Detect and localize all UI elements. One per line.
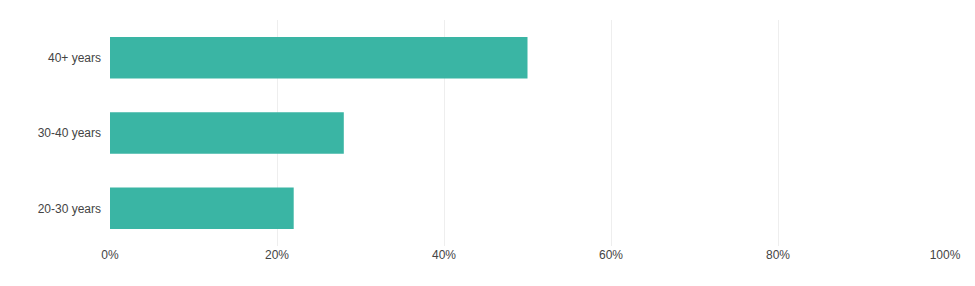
svg-text:60%: 60% xyxy=(599,248,623,262)
svg-text:80%: 80% xyxy=(766,248,790,262)
svg-text:0%: 0% xyxy=(101,248,119,262)
svg-text:40%: 40% xyxy=(432,248,456,262)
svg-text:20-30 years: 20-30 years xyxy=(38,202,101,216)
svg-text:100%: 100% xyxy=(930,248,961,262)
svg-text:30-40 years: 30-40 years xyxy=(38,126,101,140)
svg-text:20%: 20% xyxy=(265,248,289,262)
svg-text:40+ years: 40+ years xyxy=(48,51,101,65)
